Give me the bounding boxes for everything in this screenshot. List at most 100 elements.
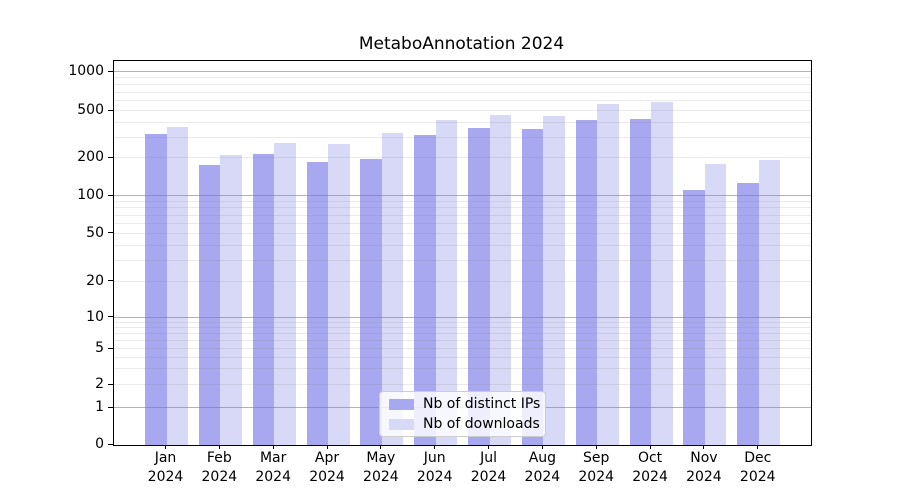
- y-tick-label: 5: [95, 340, 104, 357]
- x-tick-label-month: Apr: [314, 450, 340, 466]
- y-tick-label: 500: [77, 102, 104, 119]
- bar-jun-distinct-ips: [414, 135, 436, 445]
- y-tick-label: 10: [86, 308, 104, 325]
- x-tick-label-year: 2024: [255, 468, 291, 485]
- legend-swatch-distinct-ips: [389, 398, 414, 410]
- bar-aug-distinct-ips: [521, 128, 544, 445]
- x-tick-label-month: Mar: [259, 450, 287, 466]
- y-tick-mark: [108, 443, 113, 445]
- chart-title: MetaboAnnotation 2024: [358, 34, 565, 54]
- x-tick-label-year: 2024: [470, 468, 507, 485]
- legend-swatch-downloads: [389, 418, 414, 430]
- x-tick-label-year: 2024: [524, 468, 561, 485]
- x-tick-label-month: Jan: [154, 450, 177, 466]
- bar-dec-downloads: [758, 159, 781, 445]
- bar-jul-downloads: [489, 115, 512, 445]
- bar-aug-downloads: [543, 116, 565, 445]
- bar-feb-distinct-ips: [198, 164, 221, 445]
- x-tick-mark: [380, 445, 382, 449]
- x-tick-mark: [488, 445, 490, 449]
- x-tick-label-year: 2024: [309, 468, 345, 485]
- legend-label: Nb of downloads: [423, 416, 540, 432]
- x-tick-mark: [757, 445, 759, 449]
- x-tick-label-month: Feb: [206, 450, 232, 466]
- x-tick-mark: [595, 445, 597, 449]
- x-tick-label-month: Oct: [637, 450, 663, 466]
- x-tick-mark: [272, 445, 274, 449]
- bar-nov-downloads: [704, 164, 727, 445]
- x-tick-mark: [541, 445, 543, 449]
- bar-oct-distinct-ips: [629, 119, 652, 445]
- bar-jun-downloads: [435, 119, 458, 445]
- y-tick-mark: [108, 232, 113, 234]
- y-tick-mark: [108, 383, 113, 385]
- bar-jan-downloads: [166, 127, 188, 445]
- bar-apr-distinct-ips: [306, 162, 329, 445]
- x-tick-label-month: Jul: [480, 450, 497, 466]
- y-tick-label: 100: [77, 187, 104, 204]
- bar-dec-distinct-ips: [737, 182, 759, 445]
- bar-sep-distinct-ips: [575, 120, 598, 445]
- bar-mar-distinct-ips: [252, 153, 275, 445]
- x-tick-label: Sep 2024: [568, 449, 624, 486]
- bar-may-distinct-ips: [360, 158, 382, 445]
- bar-nov-distinct-ips: [683, 189, 705, 445]
- x-tick-mark: [165, 445, 166, 449]
- bar-jul-distinct-ips: [468, 128, 490, 445]
- bar-sep-downloads: [597, 104, 619, 445]
- x-tick-label-month: Nov: [690, 450, 718, 466]
- y-tick-mark: [108, 316, 113, 318]
- bar-may-downloads: [381, 133, 404, 445]
- y-tick-mark: [108, 109, 113, 111]
- y-tick-label: 1: [95, 399, 104, 416]
- y-tick-mark: [108, 194, 113, 196]
- x-tick-label: Nov 2024: [676, 449, 732, 486]
- x-tick-mark: [649, 445, 651, 449]
- y-tick-mark: [108, 156, 113, 158]
- x-tick-mark: [703, 445, 705, 449]
- x-tick-label-year: 2024: [739, 468, 776, 485]
- y-tick-label: 50: [86, 224, 104, 241]
- x-tick-label: Mar 2024: [245, 449, 301, 486]
- x-tick-label: Jun 2024: [407, 449, 463, 486]
- x-tick-label-month: Jun: [423, 450, 446, 466]
- legend-item: Nb of distinct IPs: [389, 396, 540, 412]
- x-tick-label: Jul 2024: [461, 449, 517, 486]
- x-tick-label-month: Aug: [528, 450, 557, 466]
- y-tick-label: 2: [95, 376, 104, 393]
- x-tick-label: Jan 2024: [138, 449, 194, 486]
- x-tick-mark: [434, 445, 436, 449]
- y-tick-mark: [108, 280, 113, 282]
- y-tick-mark: [108, 347, 113, 349]
- x-tick-label: Apr 2024: [299, 449, 355, 486]
- x-tick-mark: [326, 445, 328, 449]
- bar-oct-downloads: [651, 101, 673, 445]
- x-tick-label-year: 2024: [147, 468, 184, 485]
- x-tick-label-year: 2024: [363, 468, 399, 485]
- legend-label: Nb of distinct IPs: [423, 396, 541, 412]
- x-tick-label-month: May: [366, 450, 396, 466]
- y-tick-label: 200: [77, 149, 104, 166]
- x-tick-label: Dec 2024: [730, 449, 786, 486]
- x-tick-label-year: 2024: [201, 468, 238, 485]
- bar-apr-downloads: [328, 144, 350, 445]
- y-tick-mark: [108, 406, 113, 408]
- bar-mar-downloads: [274, 142, 296, 445]
- bar-jan-distinct-ips: [145, 133, 167, 445]
- legend: Nb of distinct IPs Nb of downloads: [379, 391, 546, 437]
- x-tick-mark: [218, 445, 220, 449]
- x-tick-label-month: Sep: [583, 450, 610, 466]
- y-tick-label: 0: [95, 436, 104, 452]
- bars-layer: [114, 61, 811, 445]
- y-tick-mark: [108, 70, 113, 72]
- legend-item: Nb of downloads: [389, 416, 540, 432]
- x-tick-label-year: 2024: [578, 468, 615, 485]
- y-tick-label: 20: [86, 272, 104, 289]
- x-tick-label: May 2024: [353, 449, 409, 486]
- x-tick-label: Oct 2024: [622, 449, 678, 486]
- plot-area: Nb of distinct IPs Nb of downloads: [113, 60, 812, 446]
- x-tick-label-month: Dec: [744, 450, 772, 466]
- bar-feb-downloads: [220, 155, 242, 445]
- x-tick-label: Aug 2024: [514, 449, 570, 486]
